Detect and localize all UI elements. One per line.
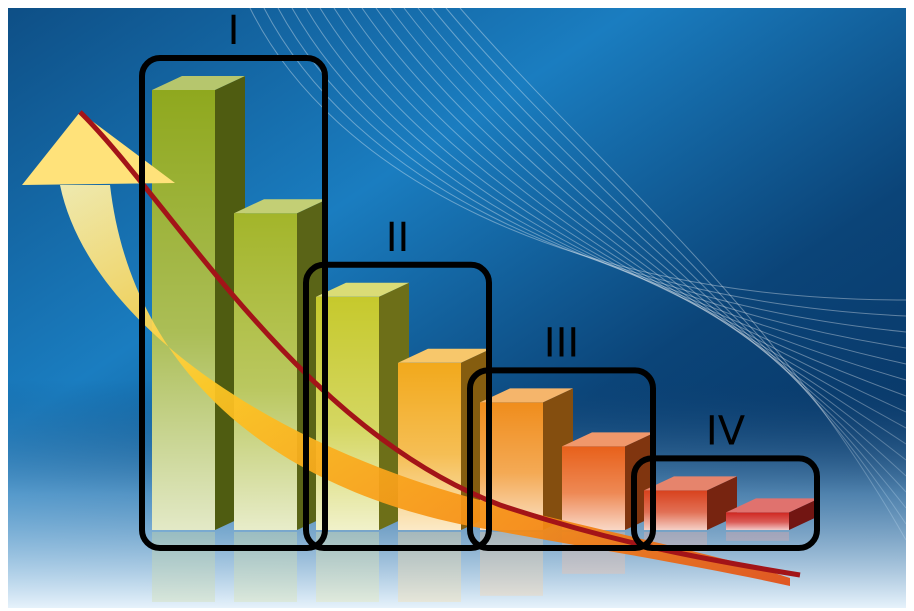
bar: [726, 498, 819, 541]
bar-reflection: [234, 532, 297, 602]
bar-top: [562, 432, 655, 447]
trend-arrow-edge: [78, 110, 801, 578]
background-line: [361, 7, 907, 429]
background-line: [249, 7, 907, 301]
background-line: [333, 7, 907, 397]
bar-top: [644, 476, 737, 491]
group-label: II: [386, 215, 410, 261]
group-label: I: [228, 8, 240, 54]
bar-top: [152, 76, 245, 90]
group-1: I: [139, 8, 328, 551]
group-label: III: [544, 320, 579, 366]
bar-highlight: [562, 446, 625, 530]
background-line: [291, 7, 907, 349]
bar-top: [480, 388, 573, 403]
group-label: IV: [706, 408, 746, 454]
bar-reflection: [316, 532, 379, 602]
background-line: [347, 7, 907, 413]
trend-arrow-head: [22, 112, 175, 185]
bar-highlight: [234, 213, 297, 530]
bar-top: [316, 282, 409, 297]
bar-highlight: [726, 512, 789, 530]
bar-side: [789, 498, 819, 530]
background-line: [263, 7, 907, 317]
group-box: [139, 55, 328, 551]
bar-highlight: [152, 90, 215, 530]
trend-arrow: [22, 110, 801, 586]
bar-reflection: [726, 532, 789, 541]
background-line: [319, 7, 907, 381]
background-line: [305, 7, 907, 365]
group-box: [303, 261, 492, 551]
bar-reflection: [398, 532, 461, 602]
bar-reflection: [152, 532, 215, 602]
trend-arrow-body: [60, 185, 790, 586]
group-2: II: [303, 215, 492, 551]
bar-top: [726, 498, 819, 513]
group-4: IV: [631, 408, 820, 551]
bar-top: [398, 348, 491, 363]
group-box: [631, 455, 820, 551]
bar-reflection: [480, 532, 543, 596]
bar-top: [234, 199, 327, 214]
